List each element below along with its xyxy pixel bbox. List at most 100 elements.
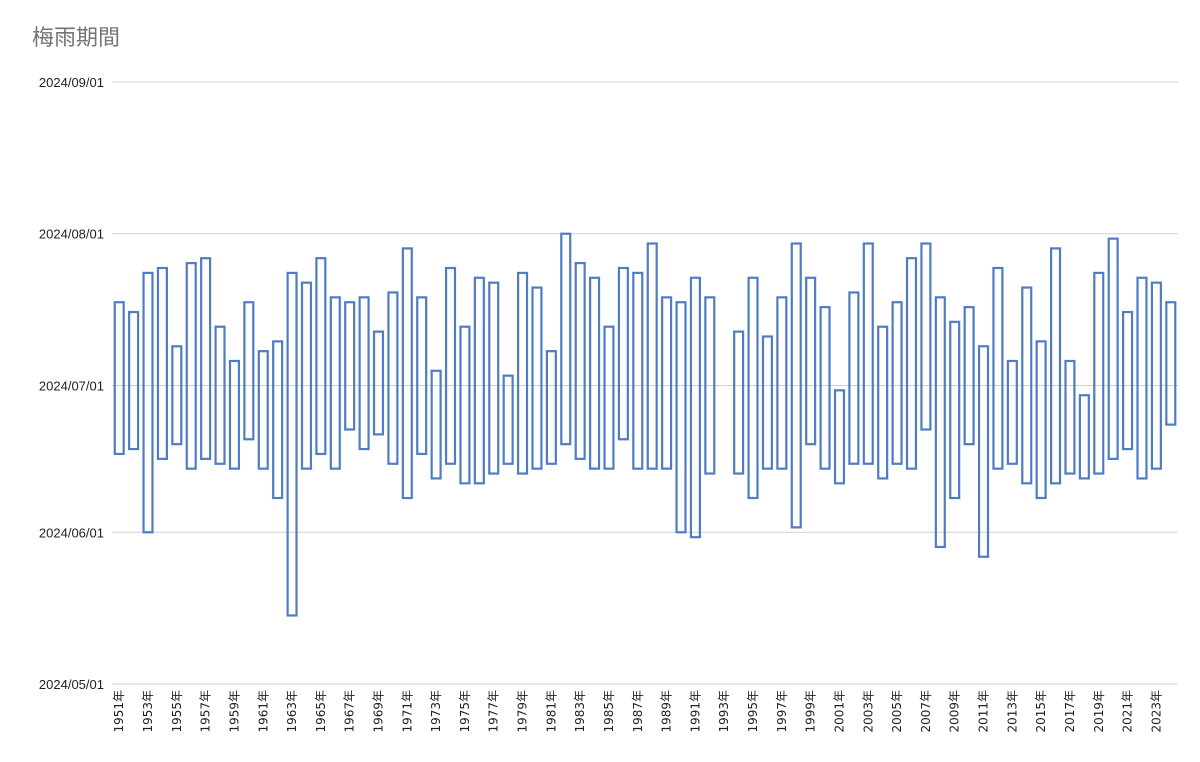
range-bar xyxy=(243,301,255,441)
x-tick-label: 2007年 xyxy=(919,690,933,733)
range-bar xyxy=(200,257,212,460)
range-bar xyxy=(747,276,759,500)
range-bar xyxy=(257,350,269,470)
x-tick-label: 1989年 xyxy=(660,690,674,733)
x-tick-label: 1955年 xyxy=(170,690,184,733)
range-bar xyxy=(344,301,356,431)
range-bar xyxy=(444,266,457,465)
x-tick-label: 1969年 xyxy=(372,690,386,733)
y-tick-label: 2024/07/01 xyxy=(39,378,104,393)
chart-title: 梅雨期間 xyxy=(32,26,121,51)
range-bar xyxy=(617,266,629,441)
range-bar xyxy=(488,281,500,475)
range-bar xyxy=(776,296,788,470)
range-bar xyxy=(1107,237,1119,460)
x-tick-label: 1971年 xyxy=(400,690,414,733)
x-tick-label: 1985年 xyxy=(602,690,616,733)
range-bar xyxy=(502,374,514,465)
y-axis-ticks: 2024/09/01 2024/08/01 2024/07/01 2024/06/01… xyxy=(39,75,104,692)
x-tick-label: 2011年 xyxy=(977,690,991,733)
x-tick-label: 1973年 xyxy=(429,690,443,733)
range-bar xyxy=(833,389,846,485)
x-tick-label: 1999年 xyxy=(804,690,818,733)
range-bar xyxy=(156,266,168,460)
range-bar xyxy=(905,257,918,470)
bars xyxy=(113,232,1177,617)
range-bar xyxy=(560,232,572,446)
range-bar xyxy=(574,261,586,460)
range-bar xyxy=(646,242,658,470)
range-bar xyxy=(214,325,226,465)
x-axis-ticks: 1951年 1953年 1955年 1957年 1959年 1961年 1963年 1965年… xyxy=(112,690,1163,733)
range-bar xyxy=(632,271,644,470)
range-bar xyxy=(329,296,341,470)
x-tick-label: 2017年 xyxy=(1063,690,1077,733)
x-tick-label: 1977年 xyxy=(487,690,501,733)
range-bar xyxy=(416,296,428,456)
range-bar xyxy=(228,359,241,470)
x-tick-label: 1993年 xyxy=(717,690,731,733)
x-tick-label: 1983年 xyxy=(573,690,587,733)
x-tick-label: 1981年 xyxy=(544,690,558,733)
x-tick-label: 1975年 xyxy=(458,690,472,733)
x-tick-label: 1957年 xyxy=(199,690,213,733)
range-bar xyxy=(920,242,932,431)
x-tick-label: 2001年 xyxy=(832,690,846,733)
x-tick-label: 1967年 xyxy=(343,690,357,733)
range-bar xyxy=(1165,301,1177,426)
range-bar xyxy=(473,276,485,485)
x-tick-label: 1997年 xyxy=(775,690,789,733)
range-bar xyxy=(891,301,903,465)
range-bar xyxy=(1150,281,1162,470)
range-bar xyxy=(1122,310,1134,451)
gridlines xyxy=(112,81,1178,685)
range-bar xyxy=(862,242,874,465)
range-bar xyxy=(689,276,701,539)
range-bar xyxy=(315,257,327,456)
range-bar xyxy=(531,286,543,470)
y-tick-label: 2024/09/01 xyxy=(39,75,104,90)
x-tick-label: 1991年 xyxy=(688,690,702,733)
range-bar xyxy=(1093,271,1105,475)
range-bar xyxy=(516,271,529,475)
range-bar xyxy=(819,306,831,470)
range-bar xyxy=(142,271,154,534)
range-bar xyxy=(877,325,889,480)
x-tick-label: 2015年 xyxy=(1034,690,1048,733)
y-tick-label: 2024/05/01 xyxy=(39,677,104,692)
range-bar xyxy=(704,296,716,475)
range-bar xyxy=(848,291,860,465)
range-bar xyxy=(113,301,125,456)
range-bar xyxy=(401,247,413,500)
x-tick-label: 2019年 xyxy=(1092,690,1106,733)
range-bar xyxy=(1049,247,1062,485)
range-bar xyxy=(675,301,687,534)
x-tick-label: 2009年 xyxy=(948,690,962,733)
range-bar xyxy=(1021,286,1033,485)
range-bar xyxy=(171,345,183,446)
range-bar xyxy=(963,306,975,446)
range-bar xyxy=(1078,394,1090,480)
range-bar xyxy=(286,271,298,617)
x-tick-label: 1961年 xyxy=(256,690,270,733)
range-bar xyxy=(603,325,615,470)
x-tick-label: 1959年 xyxy=(227,690,241,733)
range-bar xyxy=(1006,359,1018,465)
range-bar xyxy=(1035,340,1047,500)
x-tick-label: 1953年 xyxy=(141,690,155,733)
x-tick-label: 1987年 xyxy=(631,690,645,733)
range-bar xyxy=(459,325,471,485)
range-bar xyxy=(545,350,557,465)
range-bar xyxy=(430,369,442,480)
range-bar xyxy=(372,330,385,436)
range-bar xyxy=(1064,359,1076,475)
range-bar xyxy=(128,310,140,451)
x-tick-label: 1965年 xyxy=(314,690,328,733)
x-tick-label: 1951年 xyxy=(112,690,126,733)
range-bar xyxy=(805,276,817,446)
x-tick-label: 1995年 xyxy=(746,690,760,733)
range-bar xyxy=(790,242,802,529)
y-tick-label: 2024/08/01 xyxy=(39,227,104,242)
range-bar xyxy=(733,330,745,475)
